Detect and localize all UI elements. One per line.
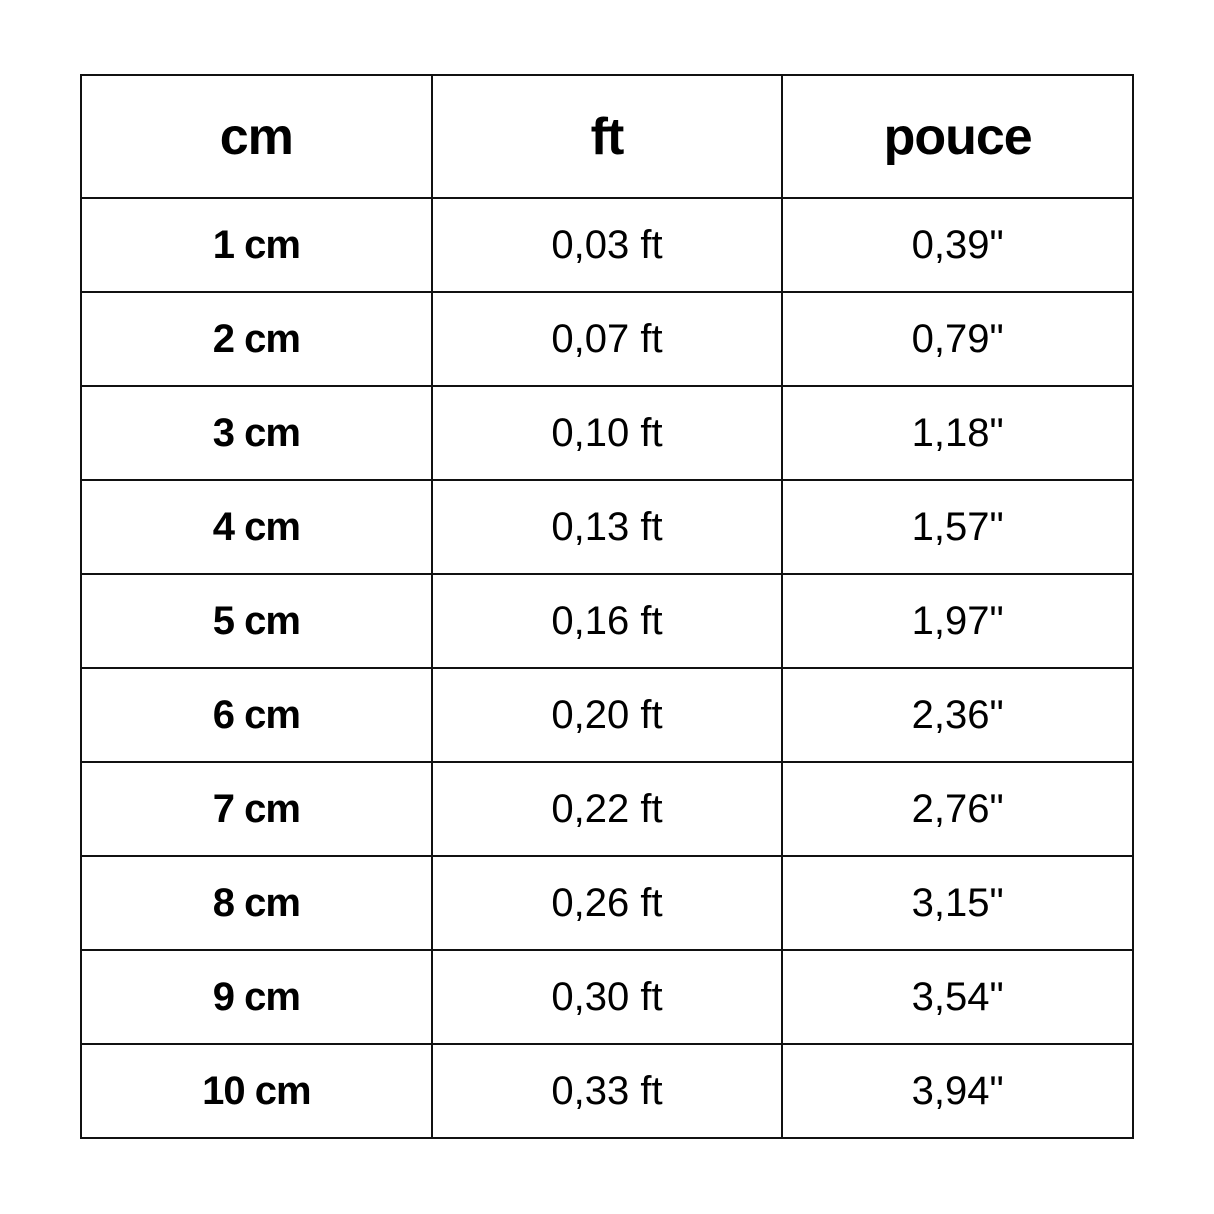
cell-ft: 0,30 ft <box>430 949 784 1045</box>
header-cm: cm <box>80 74 433 199</box>
cell-pouce: 3,94" <box>781 1043 1134 1139</box>
cell-cm: 6 cm <box>80 667 433 763</box>
table-row: 7 cm 0,22 ft 2,76" <box>80 761 1134 857</box>
cell-cm: 1 cm <box>80 197 433 293</box>
cell-ft: 0,10 ft <box>430 385 784 481</box>
cell-pouce: 2,36" <box>781 667 1134 763</box>
cell-ft: 0,13 ft <box>430 479 784 575</box>
cell-cm: 2 cm <box>80 291 433 387</box>
table-row: 10 cm 0,33 ft 3,94" <box>80 1043 1134 1139</box>
cell-pouce: 2,76" <box>781 761 1134 857</box>
cell-pouce: 1,97" <box>781 573 1134 669</box>
cell-ft: 0,26 ft <box>430 855 784 951</box>
header-pouce: pouce <box>781 74 1134 199</box>
table-row: 6 cm 0,20 ft 2,36" <box>80 667 1134 763</box>
table-row: 2 cm 0,07 ft 0,79" <box>80 291 1134 387</box>
cell-cm: 4 cm <box>80 479 433 575</box>
table-row: 8 cm 0,26 ft 3,15" <box>80 855 1134 951</box>
cell-ft: 0,07 ft <box>430 291 784 387</box>
cell-pouce: 1,18" <box>781 385 1134 481</box>
cell-ft: 0,03 ft <box>430 197 784 293</box>
cell-pouce: 0,79" <box>781 291 1134 387</box>
cell-ft: 0,20 ft <box>430 667 784 763</box>
conversion-table: cm ft pouce 1 cm 0,03 ft 0,39" 2 cm 0,07 ft 0… <box>80 74 1134 1139</box>
cell-cm: 10 cm <box>80 1043 433 1139</box>
cell-ft: 0,22 ft <box>430 761 784 857</box>
cell-cm: 3 cm <box>80 385 433 481</box>
cell-ft: 0,33 ft <box>430 1043 784 1139</box>
header-ft: ft <box>430 74 784 199</box>
header-row: cm ft pouce <box>80 74 1134 199</box>
table-row: 1 cm 0,03 ft 0,39" <box>80 197 1134 293</box>
cell-cm: 9 cm <box>80 949 433 1045</box>
cell-pouce: 1,57" <box>781 479 1134 575</box>
cell-pouce: 0,39" <box>781 197 1134 293</box>
cell-cm: 8 cm <box>80 855 433 951</box>
table-body: 1 cm 0,03 ft 0,39" 2 cm 0,07 ft 0,79" 3 cm 0,10… <box>80 197 1134 1139</box>
table-row: 9 cm 0,30 ft 3,54" <box>80 949 1134 1045</box>
cell-cm: 5 cm <box>80 573 433 669</box>
cell-pouce: 3,54" <box>781 949 1134 1045</box>
table-row: 4 cm 0,13 ft 1,57" <box>80 479 1134 575</box>
cell-cm: 7 cm <box>80 761 433 857</box>
cell-ft: 0,16 ft <box>430 573 784 669</box>
cell-pouce: 3,15" <box>781 855 1134 951</box>
table-row: 3 cm 0,10 ft 1,18" <box>80 385 1134 481</box>
table-row: 5 cm 0,16 ft 1,97" <box>80 573 1134 669</box>
